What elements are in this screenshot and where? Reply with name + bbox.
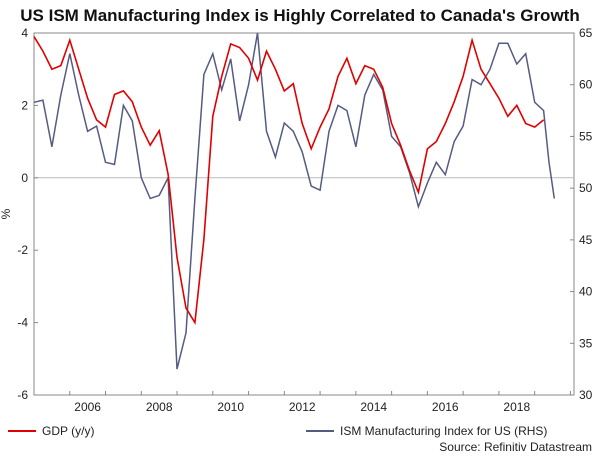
right-tick-label: 50 <box>579 181 593 195</box>
left-tick-label: 4 <box>21 26 28 40</box>
legend-label-ism: ISM Manufacturing Index for US (RHS) <box>340 424 547 438</box>
chart-title: US ISM Manufacturing Index is Highly Cor… <box>20 6 579 25</box>
right-tick-label: 55 <box>579 129 593 143</box>
right-axis-ticks: 30 35 40 45 50 55 60 65 <box>570 26 593 402</box>
left-tick-label: 0 <box>21 171 28 185</box>
right-tick-label: 30 <box>579 388 593 402</box>
left-tick-label: -2 <box>17 243 28 257</box>
x-tick-label: 2018 <box>503 400 530 414</box>
x-tick-label: 2006 <box>74 400 101 414</box>
x-tick-label: 2014 <box>360 400 387 414</box>
x-tick-label: 2016 <box>432 400 459 414</box>
y-axis-label: % <box>0 208 13 219</box>
legend-label-gdp: GDP (y/y) <box>42 424 94 438</box>
right-tick-label: 45 <box>579 233 593 247</box>
left-tick-label: -6 <box>17 388 28 402</box>
x-tick-label: 2008 <box>146 400 173 414</box>
left-axis-ticks: -6 -4 -2 0 2 4 <box>17 26 38 402</box>
series-line-ism <box>33 32 556 370</box>
right-tick-label: 60 <box>579 78 593 92</box>
right-tick-label: 35 <box>579 336 593 350</box>
right-tick-label: 40 <box>579 285 593 299</box>
x-axis-ticks: 2006 2008 2010 2012 2014 2016 2018 <box>33 391 571 414</box>
left-tick-label: 2 <box>21 98 28 112</box>
right-tick-label: 65 <box>579 26 593 40</box>
series-line-gdp <box>33 36 545 326</box>
plot-frame <box>33 32 575 396</box>
source-note: Source: Refinitiv Datastream <box>439 440 592 454</box>
legend: GDP (y/y) ISM Manufacturing Index for US… <box>8 424 547 438</box>
x-tick-label: 2010 <box>217 400 244 414</box>
x-tick-label: 2012 <box>289 400 316 414</box>
left-tick-label: -4 <box>17 316 28 330</box>
